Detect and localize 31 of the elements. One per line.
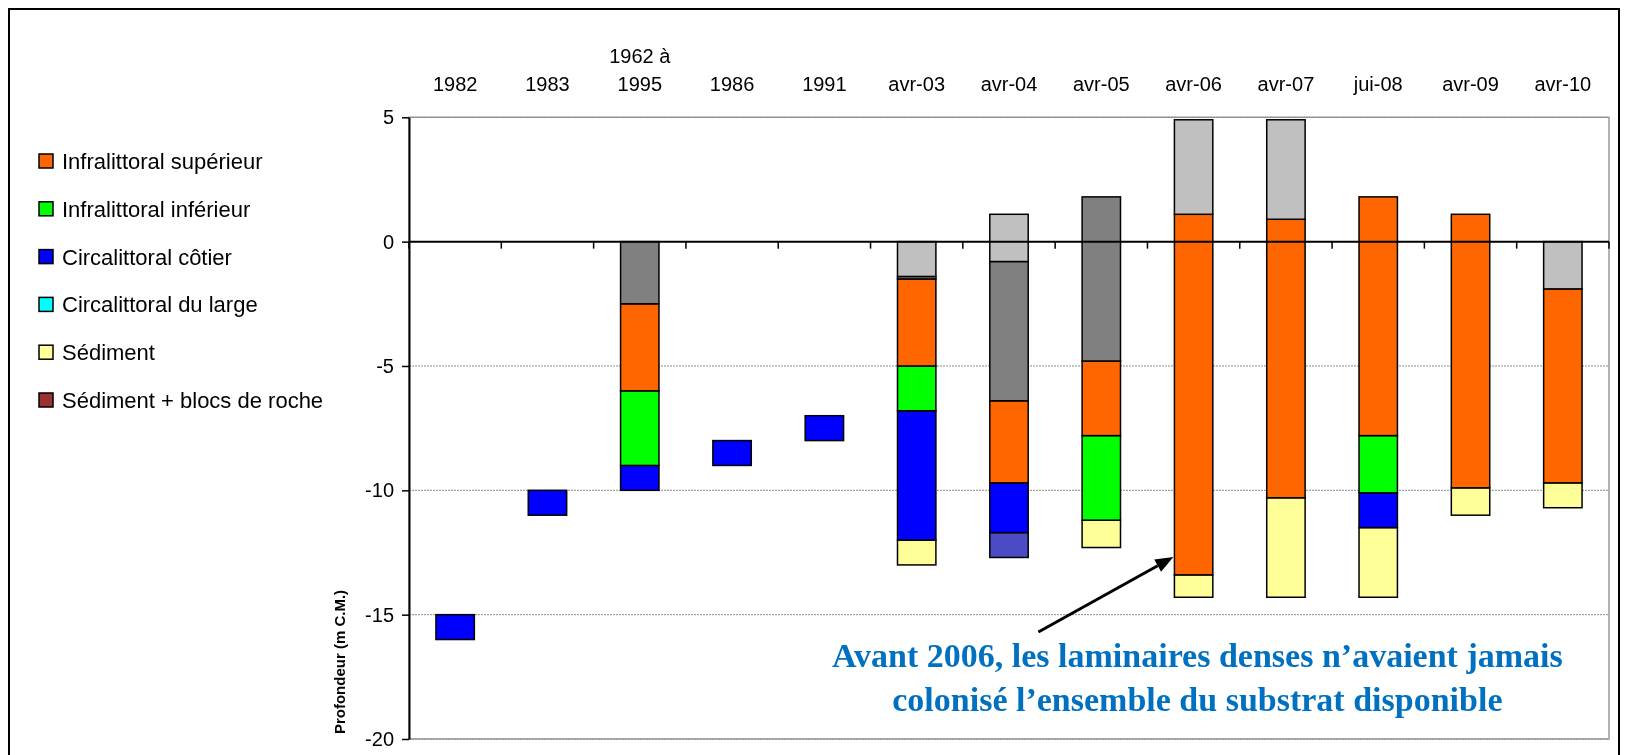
- bar: [804, 414, 845, 442]
- x-tick-label: avr-10: [1534, 73, 1592, 95]
- legend-label: Infralittoral supérieur: [62, 148, 263, 174]
- annotation: Avant 2006, les laminaires denses n’avaient jamais colonisé l’ensemble du substrat disponible: [832, 637, 1563, 718]
- x-tick-label: 1982: [432, 73, 478, 95]
- y-tick-label: 0: [382, 230, 394, 253]
- x-tick-label: 1983: [525, 73, 570, 95]
- bar: [712, 439, 753, 467]
- x-tick-label: avr-04: [980, 73, 1038, 95]
- x-tick-label: 1991: [802, 73, 847, 95]
- bar: [435, 613, 476, 641]
- x-tick-label: jui-08: [1352, 73, 1403, 95]
- legend-label: Circalittoral côtier: [62, 244, 232, 270]
- x-tick-label: avr-05: [1072, 73, 1130, 95]
- legend-label: Infralittoral inférieur: [62, 196, 251, 222]
- x-tick-label: avr-03: [888, 73, 946, 95]
- x-tick-label: avr-09: [1442, 73, 1499, 95]
- x-tick-label: 1986: [709, 73, 755, 95]
- y-tick-label: -20: [365, 727, 394, 750]
- legend-label: Sédiment: [62, 340, 155, 366]
- y-tick-label: 5: [382, 106, 394, 129]
- y-axis-title: Profondeur (m C.M.): [331, 589, 348, 735]
- x-tick-label: avr-07: [1257, 73, 1315, 95]
- x-tick-label: avr-06: [1165, 73, 1222, 95]
- legend-label: Sédiment + blocs de roche: [62, 387, 324, 413]
- y-tick-label: -15: [365, 603, 394, 626]
- x-tick-label: 1962 à 1995: [609, 45, 672, 95]
- bar: [527, 489, 568, 516]
- y-tick-label: -10: [365, 479, 394, 502]
- y-tick-label: -5: [376, 354, 394, 377]
- legend-label: Circalittoral du large: [62, 292, 258, 318]
